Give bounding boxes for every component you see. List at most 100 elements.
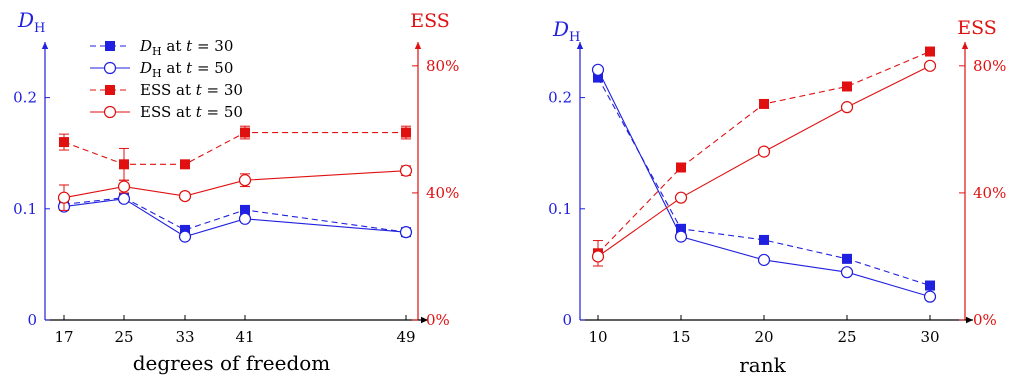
legend-marker-3 [103, 105, 117, 119]
data-point-series-2 [180, 159, 190, 170]
left-axis-title-sub: H [569, 30, 580, 45]
data-point-series-1 [117, 192, 131, 205]
left-axis-title-main: D [17, 8, 34, 32]
x-axis-head [966, 316, 973, 324]
x-tick-label: 10 [588, 328, 607, 346]
legend-label-var: t [186, 37, 193, 55]
x-tick-label: 41 [235, 328, 254, 346]
right-tick-label: 80% [426, 57, 459, 75]
legend-label-var: t [186, 59, 193, 77]
data-point-series-0 [593, 72, 603, 83]
data-point-series-1 [178, 230, 192, 243]
x-tick-label: 17 [54, 328, 73, 346]
x-axis-head [421, 316, 428, 324]
legend-label-main: D [139, 37, 152, 55]
left-tick-label: 0 [27, 311, 37, 329]
data-point-series-3 [57, 191, 71, 204]
chart-rank: DH ESS 0 0.1 0.2 0% 40% 80% 10 15 20 25 30 rank [548, 17, 1006, 377]
right-tick-label: 80% [973, 57, 1006, 75]
legend-marker-2 [105, 85, 115, 95]
series-line-3 [63, 170, 407, 199]
legend-label-value: = 30 [202, 81, 243, 99]
legend-label-sub: H [152, 45, 162, 58]
data-point-series-2 [59, 137, 69, 148]
data-point-series-1 [238, 212, 252, 225]
data-point-series-3 [923, 59, 937, 72]
legend-label-1: DH at t = 50 [139, 59, 233, 80]
data-point-series-2 [842, 81, 852, 92]
data-point-series-2 [925, 46, 935, 57]
x-tick-label: 30 [920, 328, 939, 346]
right-axis-title: ESS [957, 17, 997, 39]
left-axis-title-main: D [552, 17, 569, 41]
x-tick-label: 20 [754, 328, 773, 346]
data-point-series-3 [840, 101, 854, 114]
series-line-0 [63, 197, 407, 233]
x-tick-label: 15 [671, 328, 690, 346]
data-point-series-3 [178, 189, 192, 203]
left-axis-title: DH [17, 8, 45, 36]
right-y-axis-head [961, 42, 969, 49]
x-tick-label: 33 [175, 328, 194, 346]
right-tick-label: 0% [973, 311, 997, 329]
left-tick-label: 0 [562, 311, 572, 329]
data-point-series-0 [180, 224, 190, 235]
right-tick-label: 40% [973, 184, 1006, 202]
data-point-series-0 [925, 280, 935, 291]
series-line-1 [63, 198, 407, 238]
data-point-series-1 [757, 253, 771, 267]
legend-label-main: ESS at [140, 103, 196, 121]
right-tick-label: 0% [426, 311, 450, 329]
legend-label-2: ESS at t = 30 [140, 81, 243, 99]
data-point-series-2 [759, 98, 769, 109]
x-tick-label: 49 [396, 328, 415, 346]
right-y-axis-head [414, 42, 422, 49]
left-tick-label: 0.2 [13, 89, 37, 107]
left-y-axis-head [41, 42, 49, 49]
data-point-series-1 [674, 230, 688, 243]
data-point-series-1 [840, 266, 854, 279]
data-point-series-2 [676, 162, 686, 173]
data-point-series-3 [757, 145, 771, 158]
data-point-series-3 [591, 250, 605, 263]
data-point-series-0 [759, 234, 769, 245]
legend-label-0: DH at t = 30 [139, 37, 233, 58]
legend-label-main: D [139, 59, 152, 77]
data-point-series-0 [240, 204, 250, 215]
legend-label-value: = 50 [192, 59, 233, 77]
left-tick-label: 0.1 [548, 200, 572, 218]
data-point-series-1 [399, 226, 413, 239]
data-point-series-2 [401, 127, 411, 138]
legend-label-value: = 30 [192, 37, 233, 55]
x-axis-label: rank [739, 353, 786, 377]
legend-label-main: ESS at [140, 81, 196, 99]
legend-marker-0 [105, 41, 115, 51]
data-point-series-3 [238, 174, 252, 187]
series-line-2 [63, 131, 406, 165]
data-point-series-3 [399, 164, 413, 177]
data-point-series-0 [842, 253, 852, 264]
data-point-series-1 [923, 290, 937, 303]
data-point-series-3 [117, 180, 131, 193]
left-y-axis-head [576, 42, 584, 49]
data-point-series-2 [119, 159, 129, 170]
legend-label-var: t [196, 81, 203, 99]
data-point-series-0 [676, 223, 686, 234]
x-tick-label: 25 [837, 328, 856, 346]
legend-label-rest: at [162, 37, 187, 55]
legend-label-rest: at [162, 59, 187, 77]
left-axis-title-sub: H [34, 21, 45, 36]
right-axis-title: ESS [410, 10, 450, 32]
x-axis-label: degrees of freedom [133, 351, 331, 375]
data-point-series-1 [591, 63, 605, 76]
data-point-series-2 [240, 127, 250, 138]
series-line-3 [597, 65, 931, 257]
data-point-series-3 [674, 191, 688, 204]
legend-label-sub: H [152, 67, 162, 80]
legend-marker-1 [103, 61, 117, 75]
left-tick-label: 0.2 [548, 89, 572, 107]
right-tick-label: 40% [426, 184, 459, 202]
legend-label-var: t [196, 103, 203, 121]
